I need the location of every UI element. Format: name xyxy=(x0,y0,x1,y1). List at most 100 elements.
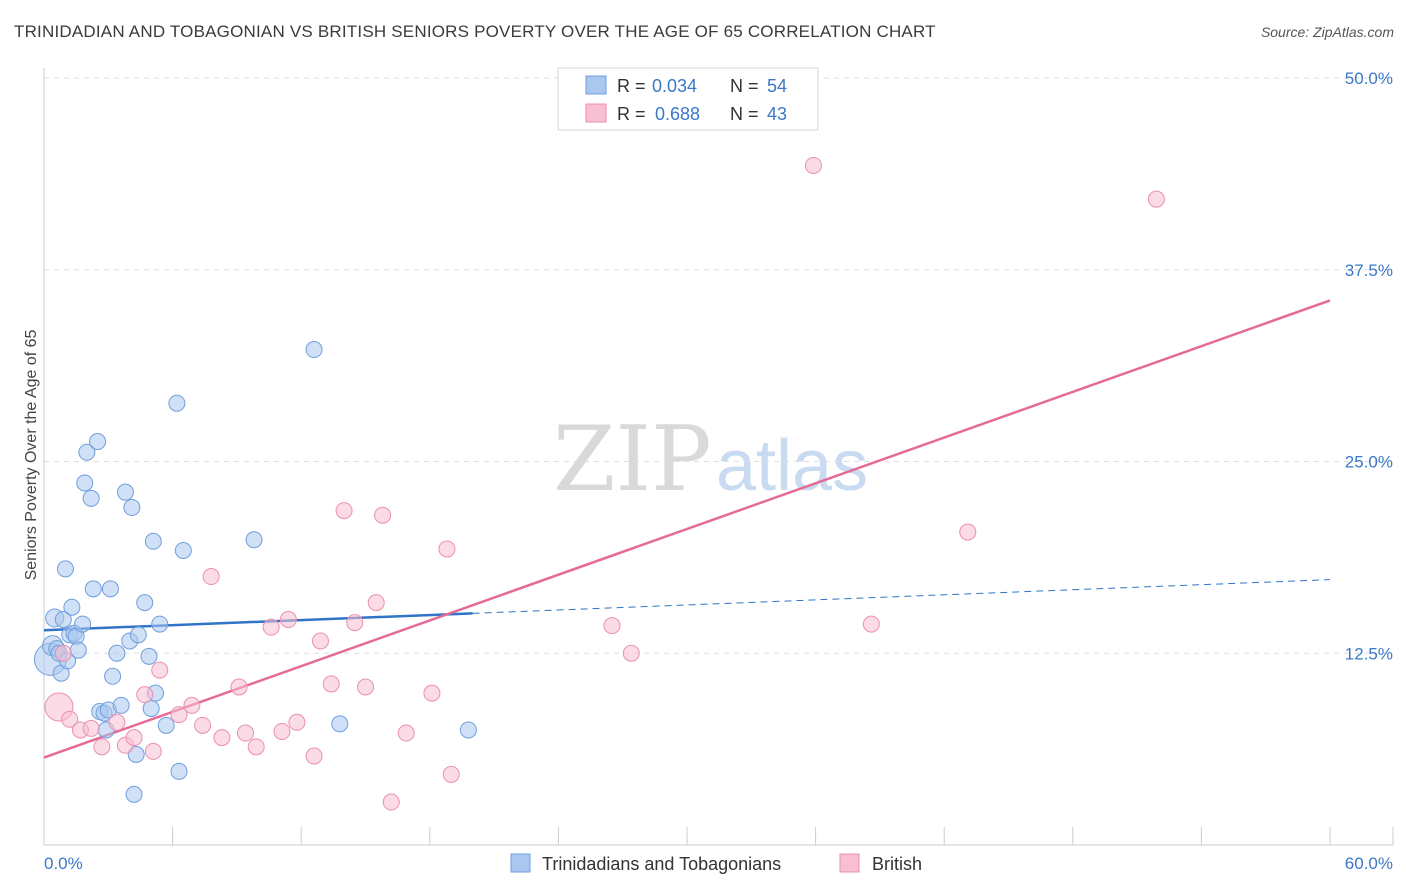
trend-line-trinidadian-extension xyxy=(472,579,1331,614)
point-trinidadian xyxy=(136,594,154,612)
point-british xyxy=(1147,190,1165,208)
point-trinidadian xyxy=(69,641,87,659)
point-british xyxy=(382,793,400,811)
point-trinidadian xyxy=(116,483,134,501)
legend-swatch-blue xyxy=(585,75,607,95)
point-british xyxy=(367,594,385,612)
point-trinidadian xyxy=(459,721,477,739)
point-trinidadian xyxy=(151,615,169,633)
point-trinidadian xyxy=(76,474,94,492)
scatter-points xyxy=(33,156,1165,811)
point-british xyxy=(862,615,880,633)
point-trinidadian xyxy=(123,499,141,517)
point-trinidadian xyxy=(305,341,323,359)
point-trinidadian xyxy=(82,489,100,507)
point-british xyxy=(273,722,291,740)
point-trinidadian xyxy=(157,716,175,734)
legend-n-label-1: N = xyxy=(730,76,759,96)
point-british xyxy=(279,611,297,629)
trend-line-british xyxy=(43,299,1331,759)
point-british xyxy=(322,675,340,693)
series-legend: Trinidadians and Tobagonians British xyxy=(510,853,922,874)
point-trinidadian xyxy=(125,785,143,803)
legend-n-value-2: 43 xyxy=(767,104,787,124)
watermark-atlas: atlas xyxy=(716,426,868,506)
point-trinidadian xyxy=(84,580,102,598)
point-british xyxy=(374,506,392,524)
point-british xyxy=(603,617,621,635)
bottom-legend-label-2: British xyxy=(872,854,922,874)
trend-lines xyxy=(43,299,1331,759)
bottom-legend-swatch-blue xyxy=(510,853,531,873)
point-british xyxy=(93,738,111,756)
point-trinidadian xyxy=(63,598,81,616)
legend-n-label-2: N = xyxy=(730,104,759,124)
point-british xyxy=(335,502,353,520)
y-tick-label: 50.0% xyxy=(1345,69,1393,88)
point-british xyxy=(262,618,280,636)
point-british xyxy=(346,614,364,632)
point-trinidadian xyxy=(74,615,92,633)
point-trinidadian xyxy=(112,696,130,714)
point-trinidadian xyxy=(129,626,147,644)
point-trinidadian xyxy=(170,762,188,780)
point-british xyxy=(305,747,323,765)
point-british xyxy=(288,713,306,731)
point-trinidadian xyxy=(104,667,122,685)
legend-r-value-2: 0.688 xyxy=(655,104,700,124)
point-trinidadian xyxy=(245,531,263,549)
point-trinidadian xyxy=(101,580,119,598)
point-british xyxy=(170,706,188,724)
point-british xyxy=(357,678,374,696)
chart-title: TRINIDADIAN AND TOBAGONIAN VS BRITISH SE… xyxy=(14,22,936,41)
point-british xyxy=(136,686,154,704)
point-trinidadian xyxy=(108,644,126,662)
point-british xyxy=(236,724,254,742)
point-trinidadian xyxy=(331,715,349,733)
point-british xyxy=(183,696,201,714)
point-british xyxy=(144,742,162,760)
stats-legend: R = 0.034 N = 54 R = 0.688 N = 43 xyxy=(557,67,819,131)
legend-r-value-1: 0.034 xyxy=(652,76,697,96)
point-trinidadian xyxy=(56,560,74,578)
point-british xyxy=(622,644,640,662)
point-trinidadian xyxy=(142,699,160,717)
y-tick-label: 37.5% xyxy=(1345,261,1393,280)
x-tick-label-max: 60.0% xyxy=(1345,854,1393,873)
point-british xyxy=(247,738,265,756)
y-tick-label: 25.0% xyxy=(1345,453,1393,472)
point-trinidadian xyxy=(89,433,107,451)
point-trinidadian xyxy=(140,647,158,665)
point-british xyxy=(82,719,100,737)
legend-n-value-1: 54 xyxy=(767,76,787,96)
point-trinidadian xyxy=(78,443,96,461)
point-british xyxy=(959,523,977,541)
y-tick-label: 12.5% xyxy=(1345,644,1393,663)
bottom-legend-swatch-pink xyxy=(839,853,860,873)
point-british xyxy=(213,729,231,747)
axes: 12.5% 25.0% 37.5% 50.0% xyxy=(43,68,1394,846)
point-british xyxy=(61,710,79,728)
point-british xyxy=(125,729,143,747)
point-trinidadian xyxy=(144,532,162,550)
point-trinidadian xyxy=(174,541,192,559)
point-british xyxy=(230,678,248,696)
point-british xyxy=(804,156,822,174)
legend-r-label-2: R = xyxy=(617,104,646,124)
x-tick-label-min: 0.0% xyxy=(44,854,83,873)
gridlines xyxy=(44,77,1393,654)
point-british xyxy=(423,684,441,702)
bottom-legend-label-1: Trinidadians and Tobagonians xyxy=(542,854,781,874)
point-british xyxy=(151,661,169,679)
point-british xyxy=(311,632,329,650)
point-trinidadian xyxy=(168,394,186,412)
legend-swatch-pink xyxy=(585,103,607,123)
y-axis-label: Seniors Poverty Over the Age of 65 xyxy=(23,330,40,581)
point-british xyxy=(202,568,220,586)
point-british xyxy=(397,724,415,742)
point-british xyxy=(438,540,456,558)
trend-line-trinidadian xyxy=(43,612,473,632)
point-british xyxy=(108,713,126,731)
point-trinidadian xyxy=(54,611,72,629)
